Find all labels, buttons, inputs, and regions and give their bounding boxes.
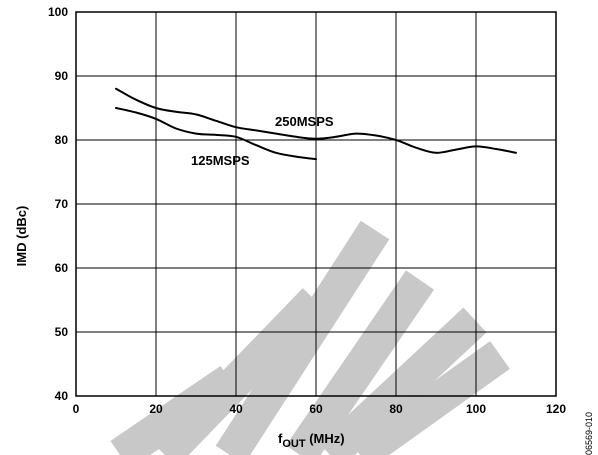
x-axis-title: fOUT (MHz) bbox=[278, 431, 345, 450]
grid bbox=[76, 12, 556, 396]
figure-id: 06569-010 bbox=[584, 412, 594, 455]
watermark-stroke-4 bbox=[318, 307, 487, 455]
watermark-stroke-1 bbox=[152, 288, 328, 455]
x-axis-title-subscript: OUT bbox=[282, 438, 306, 450]
x-tick-label-0: 0 bbox=[73, 402, 80, 416]
y-axis-title: IMD (dBc) bbox=[14, 206, 29, 267]
x-axis-title-main: f bbox=[278, 431, 283, 446]
y-tick-label-40: 40 bbox=[55, 389, 69, 403]
y-tick-label-70: 70 bbox=[55, 197, 69, 211]
plot-frame bbox=[75, 11, 557, 397]
y-tick-label-80: 80 bbox=[55, 133, 69, 147]
y-tick-label-90: 90 bbox=[55, 69, 69, 83]
series-label-125msps: 125MSPS bbox=[191, 153, 250, 168]
y-tick-label-100: 100 bbox=[48, 5, 68, 19]
watermark bbox=[110, 220, 510, 455]
x-tick-label-60: 60 bbox=[309, 402, 323, 416]
y-tick-label-60: 60 bbox=[55, 261, 69, 275]
x-tick-label-80: 80 bbox=[389, 402, 403, 416]
series-lines bbox=[115, 87, 517, 161]
y-tick-label-50: 50 bbox=[55, 325, 69, 339]
series-line-250msps bbox=[115, 87, 517, 154]
x-axis-title-unit: (MHz) bbox=[306, 431, 345, 446]
x-tick-label-120: 120 bbox=[546, 402, 566, 416]
y-tick-labels: 40 50 60 70 80 90 100 bbox=[48, 5, 68, 403]
x-tick-label-20: 20 bbox=[149, 402, 163, 416]
x-tick-labels: 0 20 40 60 80 100 120 bbox=[73, 402, 567, 416]
watermark-stroke-3 bbox=[285, 270, 435, 455]
x-tick-label-100: 100 bbox=[466, 402, 486, 416]
watermark-stroke-5 bbox=[350, 341, 510, 455]
x-tick-label-40: 40 bbox=[229, 402, 243, 416]
series-line-125msps bbox=[115, 107, 317, 161]
series-label-250msps: 250MSPS bbox=[275, 114, 334, 129]
